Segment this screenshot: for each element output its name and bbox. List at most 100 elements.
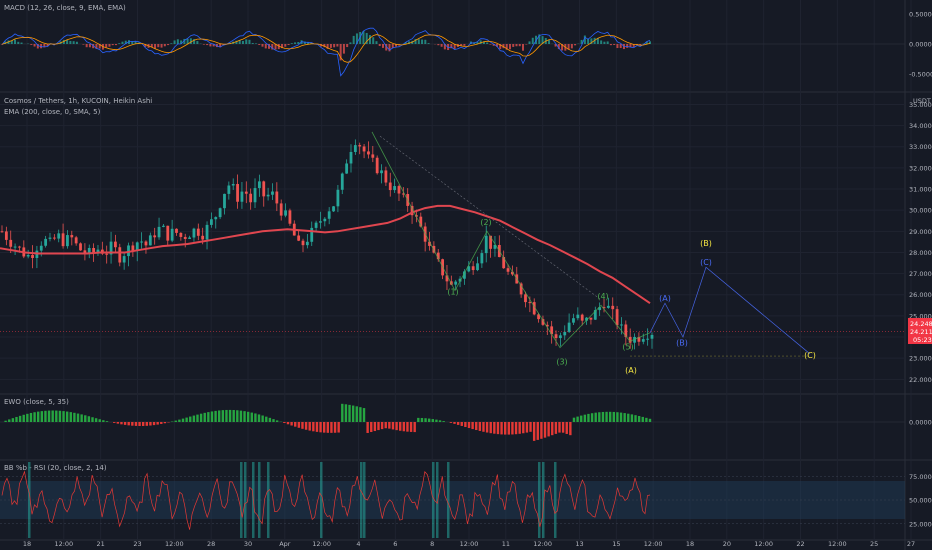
- ewo-bar: [569, 422, 572, 436]
- candle-body: [397, 186, 401, 194]
- time-tick-label: 22: [796, 540, 804, 548]
- ewo-bar: [547, 422, 550, 437]
- ewo-bar: [435, 419, 438, 422]
- candle-body: [310, 227, 314, 242]
- ewo-bar: [218, 410, 221, 422]
- macd-histogram-bar: [596, 37, 599, 44]
- candle-body: [319, 221, 322, 223]
- ewo-bar: [612, 411, 615, 422]
- macd-histogram-bar: [593, 37, 596, 44]
- ewo-bar: [37, 411, 40, 422]
- macd-histogram-bar: [352, 35, 355, 44]
- ewo-bar: [181, 418, 185, 422]
- candle-body: [301, 240, 305, 246]
- candle-body: [419, 216, 423, 227]
- wave-label: (C): [804, 351, 816, 360]
- ewo-bar: [286, 422, 290, 425]
- macd-histogram-bar: [176, 39, 179, 44]
- ewo-bar: [29, 412, 33, 422]
- macd-histogram-bar: [307, 42, 310, 44]
- ewo-bar: [308, 422, 311, 431]
- ewo-bar: [587, 413, 590, 422]
- time-tick-label: 13: [575, 540, 583, 548]
- candle-body: [271, 191, 274, 195]
- macd-histogram-bar: [541, 36, 544, 44]
- candle-body: [196, 228, 200, 236]
- time-tick-label: 28: [207, 540, 215, 548]
- time-axis[interactable]: 18 12:00 21 23 12:00 28 30 Apr 12:00 4 6 8 12:00 11 12…: [23, 540, 915, 548]
- candle-body: [628, 336, 632, 343]
- candle-body: [214, 217, 218, 220]
- candle-body: [471, 266, 475, 271]
- rsi-signal-column: [432, 462, 435, 538]
- ewo-bar: [272, 419, 275, 422]
- price-tick-label: 33.0000: [909, 143, 932, 151]
- macd-histogram-bar: [154, 44, 157, 49]
- candle-body: [476, 263, 479, 271]
- ewo-bar: [69, 412, 72, 422]
- ewo-bar: [380, 422, 384, 430]
- price-panel[interactable]: Cosmos / Tethers, 1h, KUCOIN, Heikin Ash…: [0, 97, 931, 375]
- macd-histogram-bar: [326, 44, 329, 49]
- macd-histogram-bar: [157, 44, 160, 48]
- candle-body: [240, 191, 244, 202]
- ewo-bar: [196, 414, 199, 422]
- macd-histogram-bar: [222, 44, 225, 46]
- macd-histogram-bar: [482, 41, 485, 44]
- macd-histogram-bar: [570, 44, 573, 49]
- candle-body: [314, 222, 318, 228]
- candle-body: [367, 151, 370, 155]
- candle-body: [519, 283, 523, 295]
- ewo-panel[interactable]: EWO (close, 5, 35): [0, 398, 905, 441]
- ewo-bar: [648, 418, 652, 422]
- ewo-bar: [246, 411, 250, 422]
- macd-histogram-bar: [365, 32, 368, 44]
- ewo-bar: [94, 418, 98, 422]
- candle-body: [353, 145, 357, 152]
- trend-line: [379, 135, 601, 300]
- candle-body: [615, 309, 619, 326]
- ewo-bar: [210, 411, 214, 422]
- macd-histogram-bar: [264, 44, 267, 49]
- macd-histogram-bar: [486, 42, 489, 44]
- candle-body: [593, 310, 597, 320]
- ewo-bar: [337, 422, 340, 433]
- macd-histogram-bar: [476, 41, 479, 44]
- macd-histogram-bar: [626, 44, 629, 48]
- rsi-signal-column: [542, 462, 545, 538]
- candle-body: [74, 237, 78, 244]
- candle-body: [170, 228, 174, 241]
- candle-body: [388, 182, 392, 191]
- macd-histogram-bar: [43, 44, 46, 48]
- price-tick-label: 32.0000: [909, 164, 932, 172]
- macd-histogram-bar: [489, 44, 492, 45]
- macd-histogram-bar: [512, 44, 515, 47]
- ewo-bar: [127, 422, 130, 426]
- macd-histogram-bar: [261, 44, 264, 47]
- ewo-bar: [134, 422, 138, 426]
- macd-histogram-bar: [404, 42, 407, 44]
- ewo-bar: [15, 416, 18, 422]
- wave-label: (A): [659, 294, 671, 303]
- ewo-bar: [297, 422, 301, 428]
- ewo-bar: [73, 412, 76, 422]
- candle-body: [223, 193, 226, 209]
- macd-histogram-bar: [616, 44, 619, 49]
- candle-body: [454, 281, 458, 285]
- macd-line: [1, 27, 651, 77]
- candle-body: [96, 249, 100, 254]
- candle-body: [637, 336, 641, 342]
- candle-body: [66, 235, 69, 247]
- countdown: 05:23: [913, 336, 932, 344]
- time-tick-label: 18: [23, 540, 31, 548]
- elliott-wave-path: [371, 131, 651, 349]
- macd-histogram-bar: [395, 44, 398, 47]
- rsi-tick-label: 50.0000: [909, 497, 932, 505]
- ewo-bar: [348, 404, 351, 422]
- macd-panel[interactable]: MACD (12, 26, close, 9, EMA, EMA): [0, 4, 905, 77]
- rsi-panel[interactable]: BB %b - RSI (20, close, 2, 14): [0, 462, 905, 538]
- macd-histogram-bar: [219, 44, 222, 48]
- macd-histogram-bar: [85, 44, 88, 48]
- ewo-bar: [257, 414, 261, 422]
